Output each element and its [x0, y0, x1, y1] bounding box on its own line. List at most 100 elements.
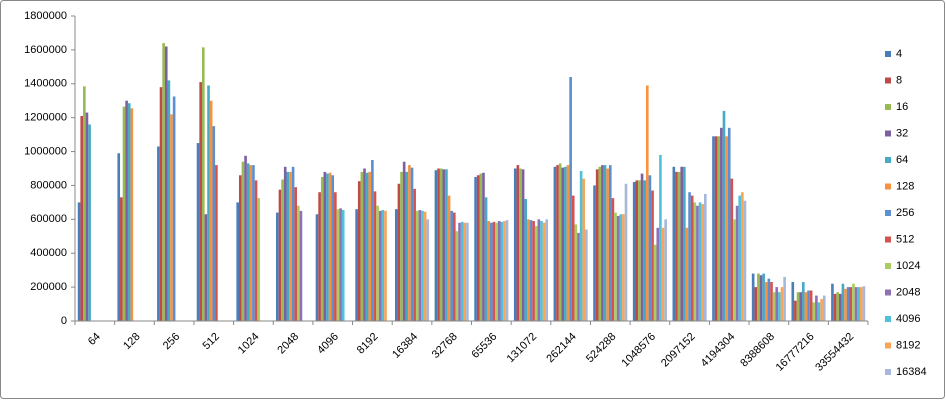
bar: [394, 209, 398, 321]
legend-swatch: [885, 369, 891, 375]
bar: [529, 220, 533, 321]
bar: [566, 165, 570, 321]
bar: [286, 171, 290, 321]
legend-swatch: [885, 51, 891, 57]
bar: [130, 108, 134, 321]
bar: [276, 212, 279, 321]
bar: [741, 192, 744, 321]
bar: [463, 222, 467, 321]
bar: [450, 210, 453, 321]
bar: [701, 204, 705, 321]
legend-label: 4: [896, 48, 902, 60]
bar: [405, 171, 409, 321]
bar: [862, 286, 866, 321]
bar: [714, 136, 718, 321]
bar: [822, 295, 826, 321]
bar: [207, 85, 210, 321]
bar: [83, 86, 86, 321]
bar: [357, 181, 361, 321]
bar: [632, 182, 636, 321]
bar: [846, 287, 850, 321]
bar: [772, 292, 776, 321]
bar: [812, 302, 816, 321]
bar: [172, 96, 176, 321]
bar: [574, 224, 578, 321]
bar: [767, 278, 771, 321]
bar: [426, 219, 430, 321]
bar: [712, 136, 715, 321]
bar: [727, 127, 731, 321]
bar: [484, 197, 488, 321]
bar: [751, 273, 755, 321]
bar: [675, 171, 678, 321]
bar: [849, 287, 853, 321]
bar: [257, 198, 260, 321]
bar: [794, 300, 797, 321]
legend-label: 8: [896, 74, 902, 86]
bar: [323, 171, 327, 321]
bar: [159, 87, 163, 322]
bar: [162, 43, 165, 321]
bar: [360, 171, 364, 321]
bar: [653, 244, 657, 321]
bar: [368, 171, 372, 321]
bar: [725, 136, 728, 321]
bar: [521, 169, 525, 321]
bar: [648, 175, 652, 321]
bar: [334, 192, 337, 321]
bar: [564, 166, 567, 321]
bar: [537, 219, 541, 321]
bar: [759, 275, 763, 321]
bar: [291, 166, 295, 321]
bar: [400, 171, 403, 321]
bar: [569, 77, 572, 321]
bar: [556, 165, 559, 321]
bar: [85, 112, 89, 321]
bar: [820, 298, 823, 321]
bar: [593, 185, 596, 321]
legend-swatch: [885, 157, 891, 163]
bar: [122, 106, 126, 322]
bar: [524, 199, 528, 321]
bar: [857, 287, 860, 321]
bar: [815, 295, 818, 321]
bar: [780, 287, 784, 321]
bar: [466, 222, 469, 321]
bar: [801, 282, 805, 321]
bar: [341, 210, 345, 321]
bar: [77, 202, 81, 321]
bar: [363, 168, 366, 321]
bar: [606, 168, 609, 321]
bar: [376, 205, 379, 321]
legend-swatch: [885, 77, 891, 84]
y-tick-label: 800000: [30, 179, 67, 191]
bar: [294, 187, 298, 321]
bar: [254, 180, 258, 321]
bar: [117, 153, 121, 321]
legend-swatch: [885, 130, 891, 137]
bar: [685, 227, 689, 321]
bar: [120, 197, 123, 321]
legend-label: 16: [896, 101, 908, 113]
bar: [585, 229, 588, 321]
bar: [201, 47, 205, 321]
bar: [495, 222, 498, 321]
bar: [775, 287, 779, 321]
bar: [164, 46, 168, 321]
legend-label: 64: [896, 154, 908, 166]
bar: [365, 172, 369, 321]
bar: [680, 166, 684, 321]
bar: [704, 193, 707, 321]
y-tick-label: 1000000: [24, 145, 67, 157]
bar: [743, 200, 747, 321]
bar: [577, 232, 580, 321]
bar: [722, 110, 726, 321]
bar: [762, 273, 765, 321]
bar: [859, 287, 863, 321]
legend-label: 256: [896, 207, 914, 219]
bar: [482, 172, 485, 321]
bar: [852, 283, 855, 321]
bar: [791, 282, 795, 321]
bar: [690, 195, 694, 321]
bar: [534, 226, 538, 321]
